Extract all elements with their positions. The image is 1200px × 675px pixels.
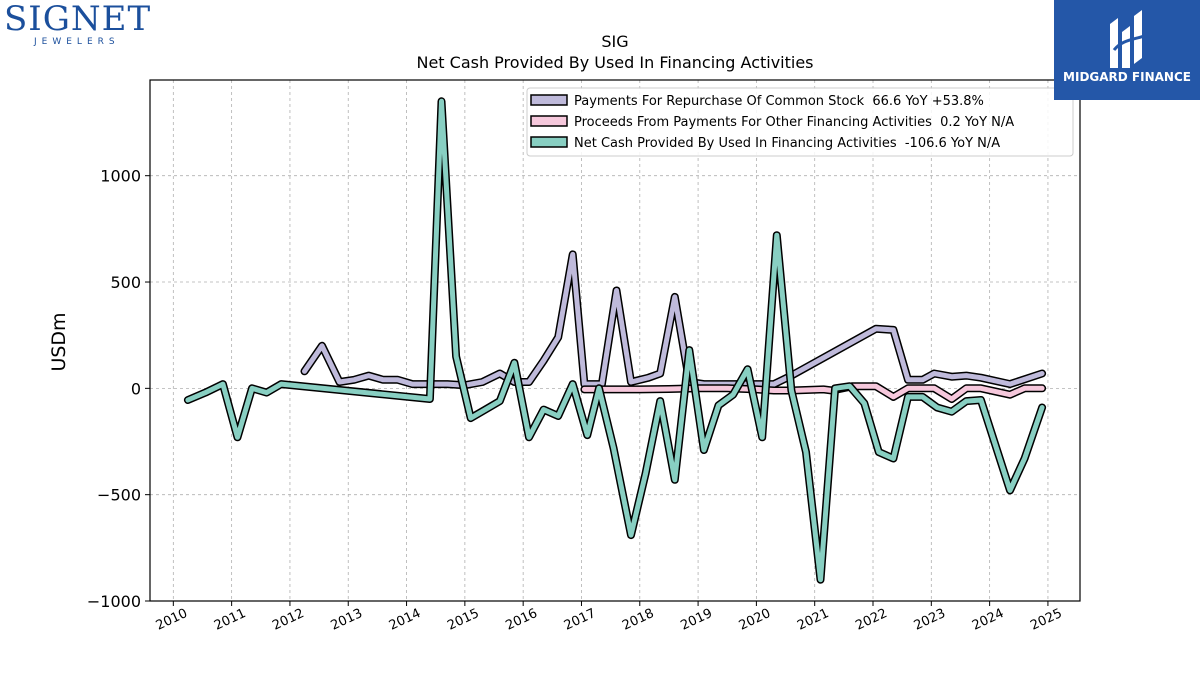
grid bbox=[150, 80, 1080, 602]
signet-logo-sub: JEWELERS bbox=[34, 37, 120, 47]
legend-label-net: Net Cash Provided By Used In Financing A… bbox=[574, 136, 1000, 151]
series-layer bbox=[183, 97, 1047, 584]
x-tick-label: 2021 bbox=[795, 606, 831, 634]
x-tick-label: 2010 bbox=[154, 606, 190, 634]
legend-swatch-proceeds bbox=[530, 115, 568, 127]
signet-logo-word: SIGNET bbox=[4, 0, 152, 39]
x-tick-label: 2014 bbox=[387, 606, 423, 634]
y-tick-label: 0 bbox=[131, 379, 141, 398]
y-axis-label: USDm bbox=[48, 312, 70, 371]
x-tick-label: 2013 bbox=[329, 606, 365, 634]
legend-label-proceeds: Proceeds From Payments For Other Financi… bbox=[574, 115, 1014, 130]
chart-title: Net Cash Provided By Used In Financing A… bbox=[416, 53, 813, 72]
series-line-net bbox=[185, 98, 1045, 583]
y-tick-label: 1000 bbox=[100, 167, 141, 186]
y-tick-label: −1000 bbox=[87, 592, 141, 611]
legend: Payments For Repurchase Of Common Stock … bbox=[526, 87, 1074, 157]
x-tick-label: 2011 bbox=[212, 606, 248, 634]
x-tick-label: 2016 bbox=[504, 606, 540, 634]
x-tick-label: 2015 bbox=[445, 606, 481, 634]
plot-frame bbox=[149, 79, 1081, 602]
series-outline-net bbox=[183, 97, 1047, 584]
x-tick-label: 2024 bbox=[970, 606, 1006, 634]
x-tick-label: 2019 bbox=[678, 606, 714, 634]
signet-logo: SIGNET JEWELERS bbox=[4, 0, 152, 54]
midgard-logo-name: MIDGARD FINANCE bbox=[1063, 70, 1191, 84]
y-tick-label: −500 bbox=[97, 486, 141, 505]
x-tick-label: 2012 bbox=[270, 606, 306, 634]
legend-label-repurchase: Payments For Repurchase Of Common Stock … bbox=[574, 94, 984, 109]
legend-swatch-net bbox=[530, 136, 568, 148]
series-line-repurchase bbox=[302, 251, 1045, 388]
x-tick-label: 2022 bbox=[853, 606, 889, 634]
legend-swatch-repurchase bbox=[530, 94, 568, 106]
midgard-mark-icon bbox=[1110, 10, 1145, 68]
y-tick-label: 500 bbox=[110, 273, 141, 292]
x-tick-label: 2017 bbox=[562, 606, 598, 634]
midgard-logo: MIDGARD FINANCE bbox=[1054, 0, 1200, 100]
x-tick-label: 2025 bbox=[1028, 606, 1064, 634]
x-tick-label: 2018 bbox=[620, 606, 656, 634]
x-tick-label: 2023 bbox=[912, 606, 948, 634]
legend-box bbox=[526, 87, 1074, 157]
x-tick-label: 2020 bbox=[737, 606, 773, 634]
chart-ticker: SIG bbox=[601, 32, 628, 51]
